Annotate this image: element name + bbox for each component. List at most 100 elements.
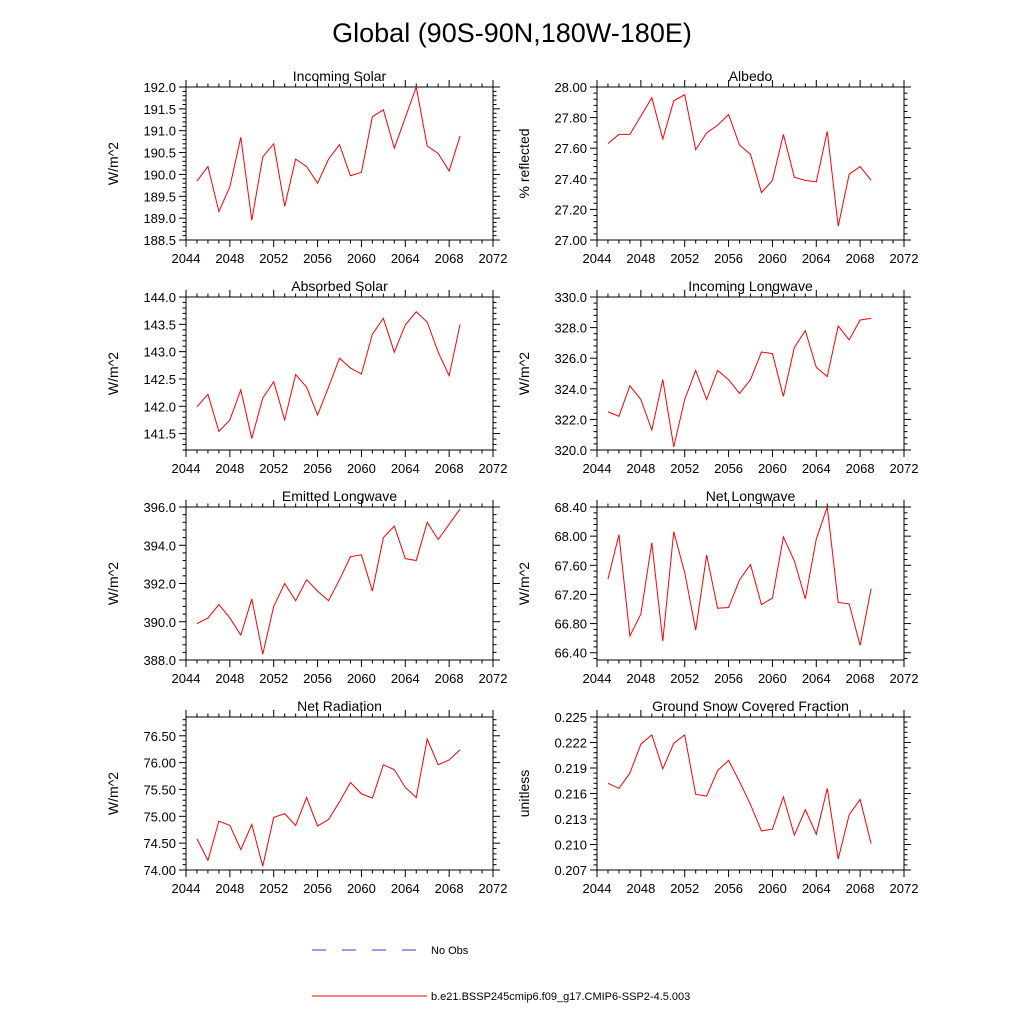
x-tick-label: 2052 [670,881,699,896]
y-tick-label: 324.0 [554,382,587,397]
x-tick-label: 2052 [670,671,699,686]
y-tick-label: 191.0 [143,124,176,139]
y-tick-label: 192.0 [143,80,176,95]
x-tick-label: 2060 [758,881,787,896]
chart-title: Absorbed Solar [291,278,388,294]
chart-panel-1: Incoming Solar W/m^2 2044 2048 2052 2056 2060 2… [105,68,507,266]
x-tick-label: 2044 [172,671,201,686]
y-tick-label: 396.0 [143,500,176,515]
y-tick-label: 0.225 [554,710,587,725]
y-tick-label: 27.00 [554,233,587,248]
y-tick-label: 328.0 [554,321,587,336]
y-tick-label: 74.50 [143,836,176,851]
x-tick-label: 2048 [626,671,655,686]
y-axis-label: W/m^2 [105,352,121,395]
x-tick-label: 2072 [479,461,508,476]
series-line [607,506,872,646]
x-tick-label: 2044 [583,671,612,686]
y-tick-label: 141.5 [143,427,176,442]
series-line [196,85,461,221]
x-tick-label: 2068 [435,671,464,686]
legend-obs-label: No Obs [431,945,469,957]
plot-frame [596,296,905,451]
y-tick-label: 67.60 [554,558,587,573]
x-tick-label: 2060 [347,671,376,686]
x-tick-label: 2068 [846,671,875,686]
y-tick-label: 66.80 [554,617,587,632]
y-tick-label: 143.5 [143,317,176,332]
y-tick-label: 67.20 [554,587,587,602]
panels: Incoming Solar W/m^2 2044 2048 2052 2056 2060 2… [105,68,918,896]
y-tick-label: 28.00 [554,80,587,95]
chart-title: Incoming Longwave [688,278,813,294]
x-tick-label: 2048 [215,461,244,476]
x-tick-label: 2072 [479,671,508,686]
y-axis-label: W/m^2 [105,562,121,605]
y-axis-label: W/m^2 [516,352,532,395]
x-tick-label: 2072 [890,461,919,476]
y-axis-label: W/m^2 [105,142,121,185]
y-tick-label: 0.207 [554,863,587,878]
y-tick-label: 388.0 [143,653,176,668]
y-tick-label: 0.219 [554,761,587,776]
x-tick-label: 2072 [890,671,919,686]
y-tick-label: 190.0 [143,167,176,182]
x-tick-label: 2068 [435,461,464,476]
plot-frame [185,86,494,241]
chart-panel-5: Emitted Longwave W/m^2 2044 2048 2052 2056 206… [105,488,507,686]
x-tick-label: 2072 [479,881,508,896]
x-tick-label: 2072 [890,251,919,266]
y-tick-label: 322.0 [554,412,587,427]
x-tick-label: 2052 [670,251,699,266]
x-tick-label: 2072 [479,251,508,266]
x-tick-label: 2064 [802,671,831,686]
y-tick-label: 189.0 [143,211,176,226]
x-tick-label: 2048 [215,251,244,266]
x-tick-label: 2056 [714,671,743,686]
y-tick-label: 144.0 [143,290,176,305]
x-tick-label: 2056 [714,881,743,896]
y-tick-label: 330.0 [554,290,587,305]
y-axis-label: unitless [516,770,532,817]
chart-panel-6: Net Longwave W/m^2 2044 2048 2052 2056 2060 206… [516,488,918,686]
x-tick-label: 2056 [303,671,332,686]
y-tick-label: 142.5 [143,372,176,387]
x-tick-label: 2056 [303,881,332,896]
y-tick-label: 320.0 [554,443,587,458]
x-tick-label: 2056 [303,461,332,476]
x-tick-label: 2056 [714,251,743,266]
x-tick-label: 2072 [890,881,919,896]
y-tick-label: 190.5 [143,146,176,161]
chart-panel-3: Absorbed Solar W/m^2 2044 2048 2052 2056 2060 2… [105,278,507,476]
plot-frame [185,506,494,661]
x-tick-label: 2052 [259,461,288,476]
x-tick-label: 2048 [215,881,244,896]
x-tick-label: 2048 [215,671,244,686]
y-tick-label: 76.50 [143,729,176,744]
x-tick-label: 2056 [714,461,743,476]
y-tick-label: 0.210 [554,838,587,853]
x-tick-label: 2052 [670,461,699,476]
chart-title: Incoming Solar [293,68,387,84]
x-tick-label: 2044 [583,461,612,476]
x-tick-label: 2064 [391,251,420,266]
chart-title: Emitted Longwave [282,488,397,504]
x-tick-label: 2068 [846,461,875,476]
plot-frame [185,716,494,871]
x-tick-label: 2052 [259,251,288,266]
x-tick-label: 2044 [583,251,612,266]
chart-panel-8: Ground Snow Covered Fraction unitless 2044… [516,698,918,896]
plot-frame [596,86,905,241]
chart-title: Albedo [729,68,773,84]
y-tick-label: 188.5 [143,233,176,248]
y-tick-label: 143.0 [143,345,176,360]
y-tick-label: 394.0 [143,538,176,553]
x-tick-label: 2064 [802,881,831,896]
y-tick-label: 390.0 [143,615,176,630]
x-tick-label: 2052 [259,671,288,686]
legend: No Obs b.e21.BSSP245cmip6.f09_g17.CMIP6-… [312,945,690,1003]
chart-panel-4: Incoming Longwave W/m^2 2044 2048 2052 2056 20… [516,278,918,476]
y-tick-label: 326.0 [554,351,587,366]
y-tick-label: 27.20 [554,202,587,217]
